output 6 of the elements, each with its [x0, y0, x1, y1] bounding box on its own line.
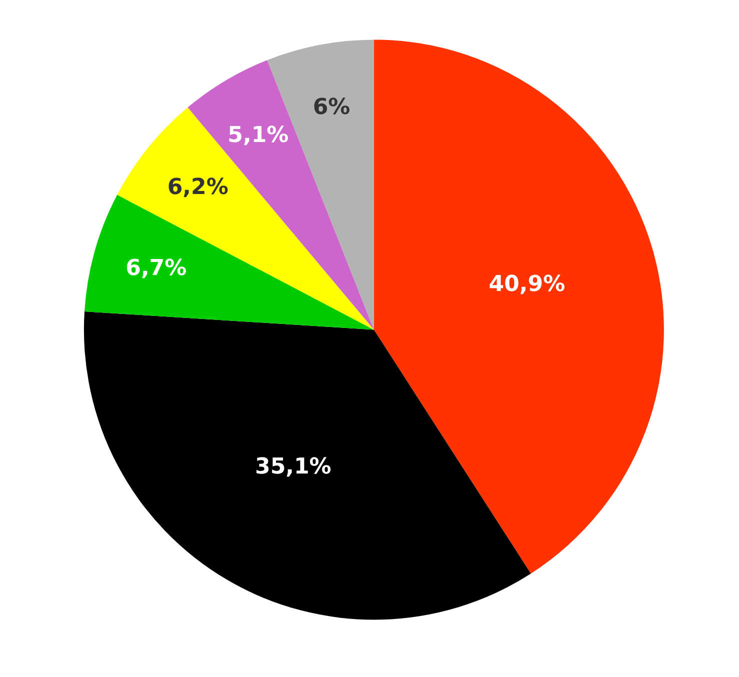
data-label: 6% [312, 95, 350, 120]
data-label: 6,7% [126, 256, 187, 282]
data-label: 35,1% [255, 454, 332, 480]
data-label: 40,9% [488, 272, 566, 298]
data-label: 6,2% [167, 175, 228, 200]
data-label: 5,1% [228, 122, 289, 148]
